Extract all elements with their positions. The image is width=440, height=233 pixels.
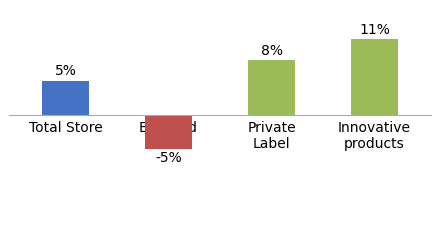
Text: 5%: 5%: [55, 65, 77, 79]
Bar: [248, 60, 295, 115]
Bar: [145, 115, 192, 149]
Bar: [352, 39, 398, 115]
Bar: [42, 81, 88, 115]
Text: -5%: -5%: [155, 151, 182, 165]
Text: 11%: 11%: [359, 23, 390, 37]
Text: 8%: 8%: [260, 44, 282, 58]
